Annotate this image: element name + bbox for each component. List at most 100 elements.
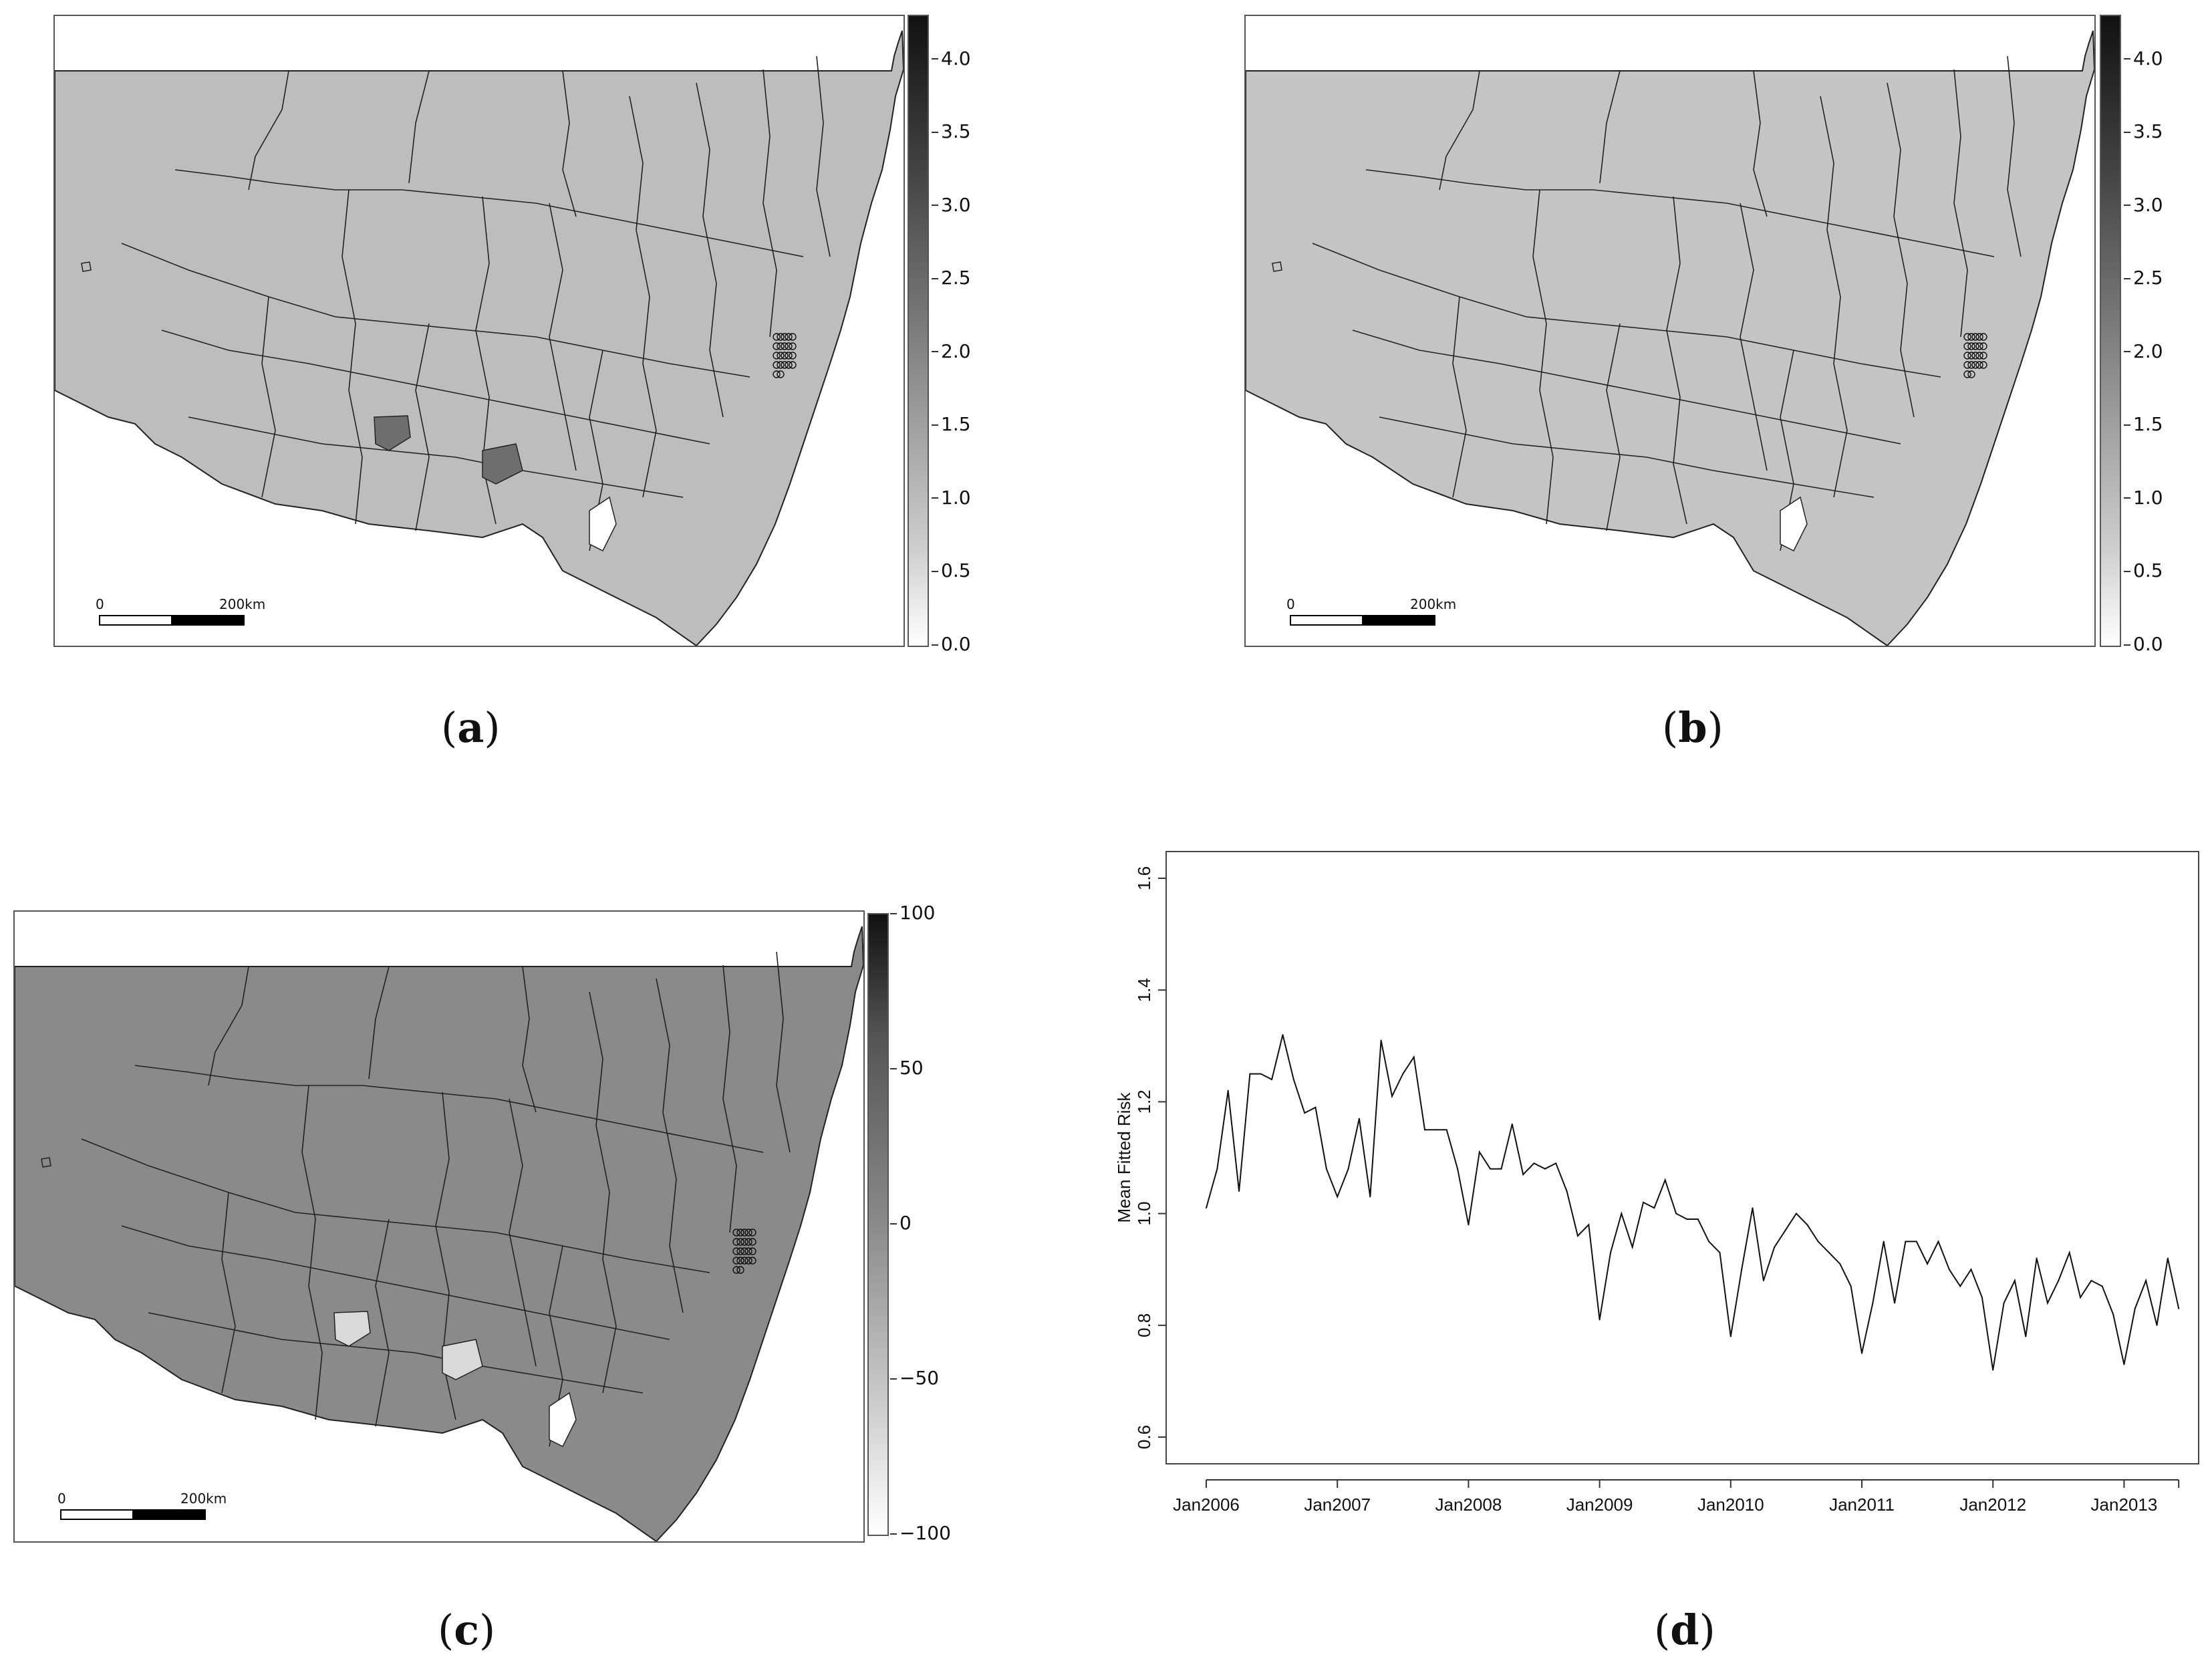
data-point — [1752, 1207, 1754, 1209]
lga-boundary — [763, 69, 777, 338]
data-point — [1511, 1123, 1513, 1125]
panel-d: 0.6 0.8 1.0 1.2 1.4 1.6 Jan2006 Jan2007 Jan2008 J… — [1106, 789, 2212, 1665]
data-point — [2178, 1307, 2180, 1309]
legend-tick-label: 2.0 — [2124, 340, 2163, 362]
plot-frame — [1165, 851, 2199, 1464]
data-point — [1981, 1297, 1983, 1298]
legend-tick-label: 0.0 — [932, 633, 971, 655]
data-point — [1795, 1212, 1797, 1214]
data-point — [1402, 1073, 1404, 1075]
data-point — [1249, 1073, 1251, 1075]
lga-boundary — [81, 1138, 710, 1273]
data-point — [1282, 1034, 1284, 1036]
data-point — [1500, 1168, 1502, 1170]
lga-boundary — [121, 243, 750, 378]
lga-boundary — [1352, 330, 1901, 444]
lga-boundary — [301, 1085, 323, 1420]
legend-tick-label: 4.0 — [932, 47, 971, 70]
scalebar-a-white — [99, 615, 172, 626]
data-point — [1686, 1218, 1688, 1220]
data-point — [1774, 1246, 1776, 1248]
caption-b: (b) — [1662, 703, 1723, 752]
legend-tick-label: 0.5 — [2124, 559, 2163, 582]
lga-boundary — [562, 70, 577, 217]
data-point — [2080, 1297, 2082, 1298]
scalebar-a — [99, 615, 246, 626]
data-point — [1227, 1090, 1229, 1092]
data-point — [1522, 1174, 1524, 1176]
legend-a — [908, 15, 929, 647]
data-point — [1292, 1078, 1294, 1080]
state-outline — [55, 30, 904, 646]
data-point — [2003, 1302, 2005, 1304]
lga-boundary — [509, 1098, 537, 1367]
highlight-region-2 — [442, 1339, 483, 1380]
legend-tick-label: 1.5 — [2124, 413, 2163, 436]
line-chart: 0.6 0.8 1.0 1.2 1.4 1.6 Jan2006 Jan2007 Jan2008 J… — [1114, 851, 2199, 1515]
data-point — [1806, 1224, 1808, 1226]
data-point — [1697, 1218, 1699, 1220]
scalebar-c-black — [132, 1509, 206, 1520]
act-hole — [1780, 496, 1808, 552]
data-point — [2068, 1252, 2070, 1254]
scalebar-b-black — [1362, 615, 1435, 626]
scalebar-a-black — [171, 615, 245, 626]
scalebar-b-start: 0 — [1286, 596, 1295, 612]
x-tick-label: Jan2010 — [1697, 1495, 1764, 1515]
lga-boundary — [2007, 55, 2022, 257]
lga-boundary — [174, 169, 804, 257]
legend-tick-label: 3.0 — [2124, 193, 2163, 216]
map-a — [53, 15, 905, 647]
data-point — [1490, 1168, 1492, 1170]
data-point — [1653, 1207, 1655, 1209]
lga-boundary — [1379, 416, 1875, 498]
legend-tick-label: 3.0 — [932, 193, 971, 216]
data-point — [1664, 1179, 1666, 1181]
scalebar-c-start: 0 — [57, 1491, 66, 1507]
data-point — [1369, 1196, 1371, 1198]
y-tick-label: 1.6 — [1134, 866, 1154, 890]
scalebar-a-start: 0 — [96, 596, 104, 612]
lga-boundary — [121, 1225, 670, 1340]
data-point — [2036, 1257, 2038, 1259]
data-point — [1817, 1241, 1819, 1243]
y-tick-label: 1.0 — [1134, 1202, 1154, 1226]
data-point — [1588, 1224, 1590, 1226]
legend-tick-label: 100 — [889, 902, 936, 924]
x-tick-label: Jan2008 — [1435, 1495, 1502, 1515]
legend-tick-label: 4.0 — [2124, 47, 2163, 70]
lga-boundary — [629, 96, 657, 498]
urban-cluster — [732, 1229, 756, 1274]
data-point — [1959, 1285, 1961, 1287]
data-point — [1260, 1073, 1262, 1075]
data-point — [1599, 1319, 1601, 1321]
data-point — [2090, 1279, 2092, 1281]
data-point — [1576, 1235, 1578, 1237]
data-point — [1216, 1168, 1218, 1170]
legend-tick-label: 2.0 — [932, 340, 971, 362]
data-point — [1337, 1196, 1339, 1198]
scalebar-c — [60, 1509, 207, 1520]
lga-boundary — [1606, 323, 1621, 531]
panel-c: 0 200km (c) 100 50 0 −50 −100 — [0, 789, 1106, 1665]
caption-c: (c) — [438, 1606, 496, 1654]
data-point — [1358, 1118, 1360, 1120]
legend-c — [867, 913, 889, 1536]
data-point — [1413, 1056, 1415, 1058]
legend-tick-label: 1.0 — [2124, 486, 2163, 509]
lga-boundary — [415, 323, 430, 531]
data-point — [1325, 1168, 1327, 1170]
legend-b — [2100, 15, 2121, 647]
data-point — [1271, 1078, 1273, 1080]
y-tick-label: 1.4 — [1134, 978, 1154, 1002]
data-point — [1915, 1241, 1917, 1243]
legend-tick-label: 2.5 — [932, 267, 971, 289]
map-c-svg — [15, 926, 863, 1541]
data-point — [1566, 1190, 1568, 1192]
lga-boundary — [134, 1065, 764, 1153]
caption-a: (a) — [441, 703, 501, 752]
data-point — [1872, 1302, 1874, 1304]
data-point — [2046, 1302, 2048, 1304]
state-outline — [1246, 30, 2094, 646]
scalebar-a-end: 200km — [219, 596, 266, 612]
